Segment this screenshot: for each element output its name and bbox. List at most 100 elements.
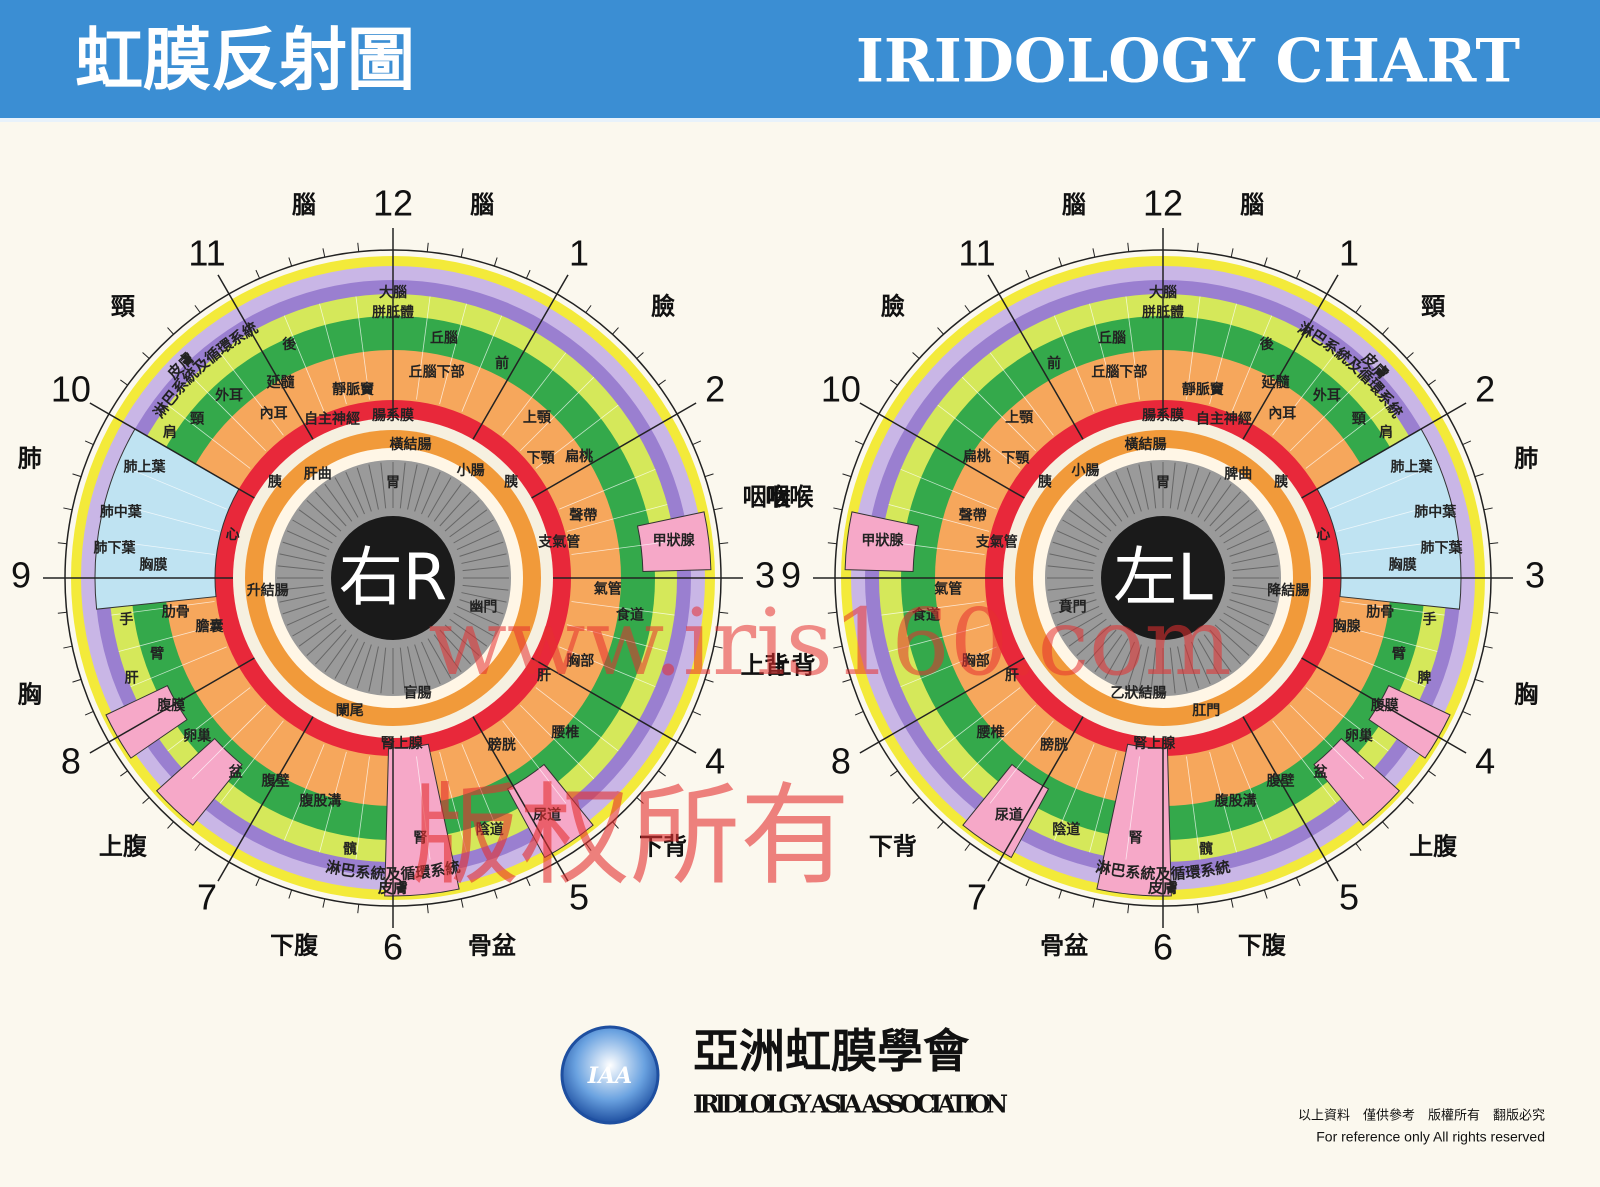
minute-tick [120, 770, 128, 777]
iris-fiber [345, 471, 365, 515]
zone-label: 內耳 [260, 406, 288, 422]
zone-divider [535, 404, 619, 469]
hour-number: 2 [705, 369, 725, 410]
zone-label: 自主神經 [304, 410, 360, 427]
header-band [0, 0, 1600, 118]
iris-fiber [1115, 471, 1135, 515]
zone-label: 幽門 [469, 599, 497, 615]
zone-divider [167, 404, 251, 469]
minute-tick [493, 889, 498, 899]
zone-label: 頸 [1352, 411, 1367, 427]
iris-fiber [1150, 462, 1157, 509]
zone-label: 扁桃 [565, 448, 593, 465]
iris-fiber [1203, 634, 1232, 673]
organ-zone [844, 511, 920, 572]
note-zh: 以上資料 僅供參考 版權所有 翻版必究 [1298, 1109, 1545, 1124]
zone-label: 脾 [1417, 669, 1431, 686]
zone-label: 臂 [150, 646, 164, 663]
minute-tick [1474, 678, 1484, 683]
minute-tick [912, 797, 920, 804]
zone-divider [355, 756, 370, 860]
iris-fiber [334, 638, 359, 679]
body-region: 上背 [740, 651, 788, 680]
iris-fiber [1104, 638, 1129, 679]
header-rule [0, 118, 1600, 122]
iris-fiber [1229, 599, 1274, 615]
hour-line [531, 657, 697, 754]
iris-fiber [399, 462, 406, 509]
minute-tick [827, 611, 837, 614]
minute-tick [1295, 877, 1301, 887]
zone-divider [191, 376, 267, 452]
zone-label: 自主神經 [1196, 410, 1252, 427]
iris-fiber [277, 565, 324, 572]
iris-fiber [1126, 467, 1142, 512]
zone-divider [566, 504, 668, 532]
body-region: 上背 [768, 651, 816, 680]
zone-divider [1209, 751, 1237, 853]
zone-label: 胸膜 [139, 556, 167, 573]
minute-tick [255, 877, 261, 887]
eye: 121234567891011腦腦臉咽喉上背下背骨盆下腹上腹胸肺頸大腦胼胝體丘腦… [11, 183, 792, 968]
body-region: 腦 [292, 190, 316, 219]
organ-zone [636, 511, 712, 572]
zone-label: 靜脈竇 [1182, 381, 1224, 398]
body-region: 咽喉 [743, 482, 792, 511]
iris-fiber [459, 541, 504, 557]
zone-label: 胃 [386, 475, 400, 491]
iris-fiber [1184, 644, 1200, 689]
iris-fiber [345, 641, 365, 685]
zone-divider [535, 687, 619, 752]
zone-label: 腹股溝 [299, 792, 341, 809]
iris-fiber [1049, 592, 1095, 603]
zone-label: 手 [119, 611, 133, 628]
minute-tick [1127, 904, 1130, 914]
zone-label: 乙狀結腸 [1110, 684, 1166, 701]
zone-label: 肺上葉 [1390, 458, 1433, 475]
minute-tick [322, 898, 326, 908]
zone-label: 腎上腺 [1133, 735, 1176, 752]
zone-divider [416, 756, 431, 860]
zone-label: 腎 [413, 831, 427, 847]
minute-tick [1025, 269, 1031, 279]
minute-tick [636, 352, 644, 359]
zone-divider [881, 540, 985, 555]
zone-label: 手 [1423, 611, 1437, 628]
minute-tick [1263, 257, 1268, 267]
zone-label: 甲狀腺 [861, 532, 904, 549]
minute-tick [194, 305, 201, 313]
zone-label: 大腦 [1149, 284, 1177, 301]
zone-label: 腎 [1129, 831, 1143, 847]
zone-label: 肩 [163, 424, 177, 441]
zone-divider [1089, 303, 1117, 405]
iris-fiber [1169, 462, 1176, 509]
minute-tick [964, 843, 971, 851]
zone-divider [571, 601, 675, 616]
iris-fiber [1126, 644, 1142, 689]
iris-fiber [1223, 612, 1264, 637]
zone-label: 後 [1260, 336, 1275, 353]
zone-label: 髖 [1199, 841, 1213, 858]
zone-label: 胰 [1274, 473, 1288, 490]
zone-divider [118, 624, 220, 652]
iris-fiber [439, 491, 471, 527]
zone-label: 丘腦 [430, 329, 458, 346]
zone-label: 肛門 [1192, 703, 1220, 719]
zone-label: 氣管 [594, 580, 622, 597]
zone-label: 膽囊 [195, 618, 224, 635]
zone-label: 胰 [504, 473, 518, 490]
body-region: 頸 [111, 291, 136, 320]
minute-tick [357, 904, 360, 914]
note-en: For reference only All rights reserved [1316, 1129, 1545, 1145]
minute-tick [937, 821, 944, 829]
zone-divider [355, 296, 370, 400]
zone-label: 胸部 [962, 652, 990, 669]
zone-divider [1305, 404, 1389, 469]
iris-fiber [1076, 500, 1112, 532]
iris-fiber [427, 638, 452, 679]
iris-fiber [324, 483, 353, 522]
zone-label: 腹膜 [1371, 697, 1399, 714]
hour-number: 2 [1475, 369, 1495, 410]
zone-divider [219, 720, 284, 804]
